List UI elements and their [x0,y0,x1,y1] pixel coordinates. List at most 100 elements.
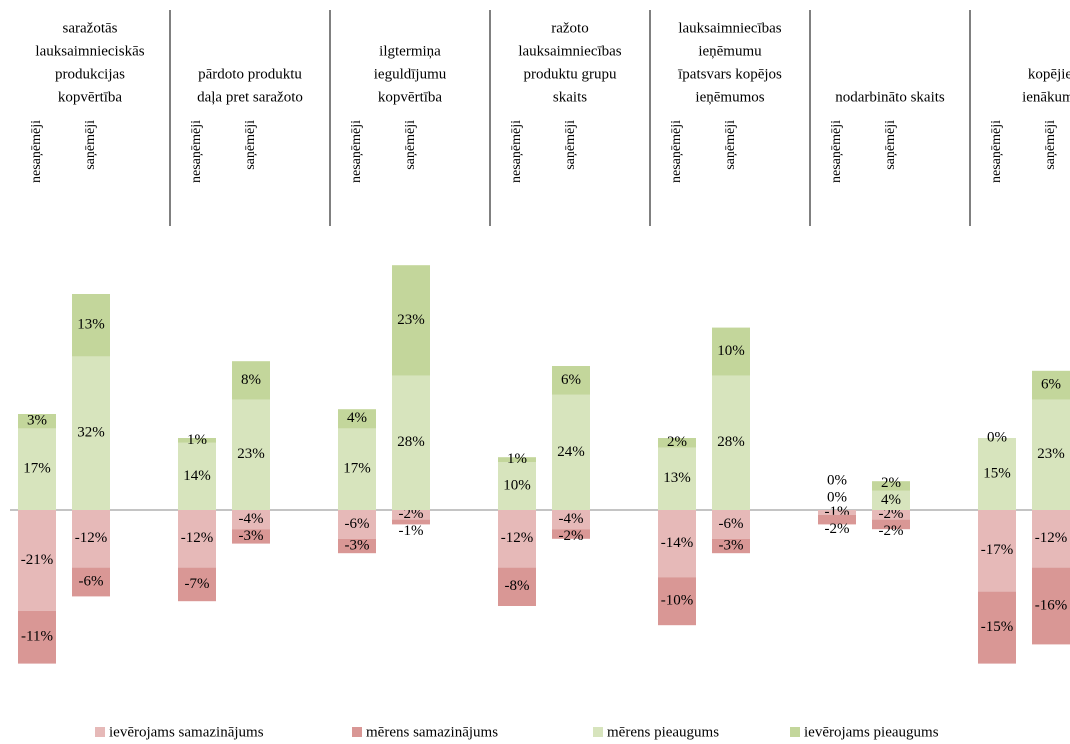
bar-segment [1032,510,1070,568]
bar-segment [712,375,750,510]
data-label: 1% [187,432,207,448]
bar-segment [72,510,110,568]
data-label: 0% [827,472,847,488]
group-title: ieņēmumos [695,89,764,105]
category-label: nesaņēmēji [509,120,524,183]
group-title: lauksaimniecības [518,43,621,59]
data-label: 23% [1037,446,1065,462]
bar-segment [392,510,430,520]
data-label: -12% [501,530,534,546]
data-label: 6% [561,372,581,388]
data-label: -7% [185,576,210,592]
group-title: kopvērtība [378,89,442,105]
category-label: saņēmēji [1043,120,1058,170]
group-title: ilgtermiņa [379,43,441,59]
legend-swatch [790,727,800,737]
bar-segment [552,529,590,539]
data-label: 10% [503,477,531,493]
group-title: īpatsvars kopējos [677,66,782,82]
group-title: produkcijas [55,66,125,82]
data-label: 0% [827,489,847,505]
bar-segment [232,361,270,400]
bar-segment [872,481,910,491]
bar-segment [232,529,270,544]
data-label: 13% [663,470,691,486]
data-label: -11% [21,629,53,645]
bar-segment [1032,567,1070,645]
data-label: 17% [23,461,51,477]
bar-segment [978,438,1016,510]
bar-segment [712,510,750,539]
group-title: lauksaimniecības [678,20,781,36]
legend-label: mērens samazinājums [366,724,498,740]
group-title: daļa pret saražoto [197,89,303,105]
bar-segment [818,510,856,515]
bar-segment [338,510,376,539]
data-label: 4% [881,492,901,508]
data-label: 23% [237,446,265,462]
data-label: -12% [75,530,108,546]
bar-segment [552,394,590,510]
category-label: nesaņēmēji [189,120,204,183]
data-label: 10% [717,343,745,359]
legend-label: ievērojams samazinājums [109,724,264,740]
category-label: saņēmēji [403,120,418,170]
data-label: -15% [981,619,1014,635]
data-label: 8% [241,372,261,388]
data-label: -4% [559,511,584,527]
data-label: -6% [719,516,744,532]
data-label: -8% [505,578,530,594]
group-title: produktu grupu [524,66,617,82]
bar-segment [338,428,376,510]
bar-segment [712,327,750,376]
bar-segment [552,366,590,395]
data-label: -3% [345,537,370,553]
category-label: saņēmēji [243,120,258,170]
legend-swatch [352,727,362,737]
bar-segment [658,447,696,510]
bar-segment [818,514,856,525]
bar-segment [1032,399,1070,510]
bar-segment [178,567,216,602]
bar-segment [338,538,376,554]
legend-swatch [95,727,105,737]
bar-segment [498,457,536,462]
legend-label: mērens pieaugums [607,724,719,740]
data-label: 15% [983,465,1011,481]
bar-segment [392,519,430,525]
data-label: -2% [879,523,904,539]
group-title: skaits [553,89,587,105]
bar-segment [658,510,696,578]
bar-segment [872,510,910,520]
category-label: nesaņēmēji [669,120,684,183]
legend-label: ievērojams pieaugums [804,724,939,740]
bar-segment [232,510,270,530]
bar-segment [978,591,1016,664]
data-label: 2% [667,434,687,450]
group-title: ieguldījumu [374,66,447,82]
data-label: 17% [343,461,371,477]
category-label: nesaņēmēji [349,120,364,183]
data-label: -3% [719,537,744,553]
bar-segment [18,428,56,510]
data-label: -2% [825,521,850,537]
data-label: -10% [661,593,694,609]
bar-segment [178,438,216,443]
category-label: nesaņēmēji [29,120,44,183]
category-label: saņēmēji [563,120,578,170]
data-label: -16% [1035,597,1068,613]
category-label: nesaņēmēji [829,120,844,183]
group-title: ieņēmumu [698,43,762,59]
category-label: nesaņēmēji [989,120,1004,183]
data-label: -2% [399,506,424,522]
data-label: 28% [397,434,425,450]
data-label: -2% [559,528,584,544]
data-label: 6% [1041,377,1061,393]
category-label: saņēmēji [723,120,738,170]
bar-segment [978,510,1016,592]
bar-segment [392,265,430,376]
group-title: pārdoto produktu [198,66,302,82]
data-label: -21% [21,552,54,568]
data-label: 3% [27,413,47,429]
bar-segment [712,538,750,554]
